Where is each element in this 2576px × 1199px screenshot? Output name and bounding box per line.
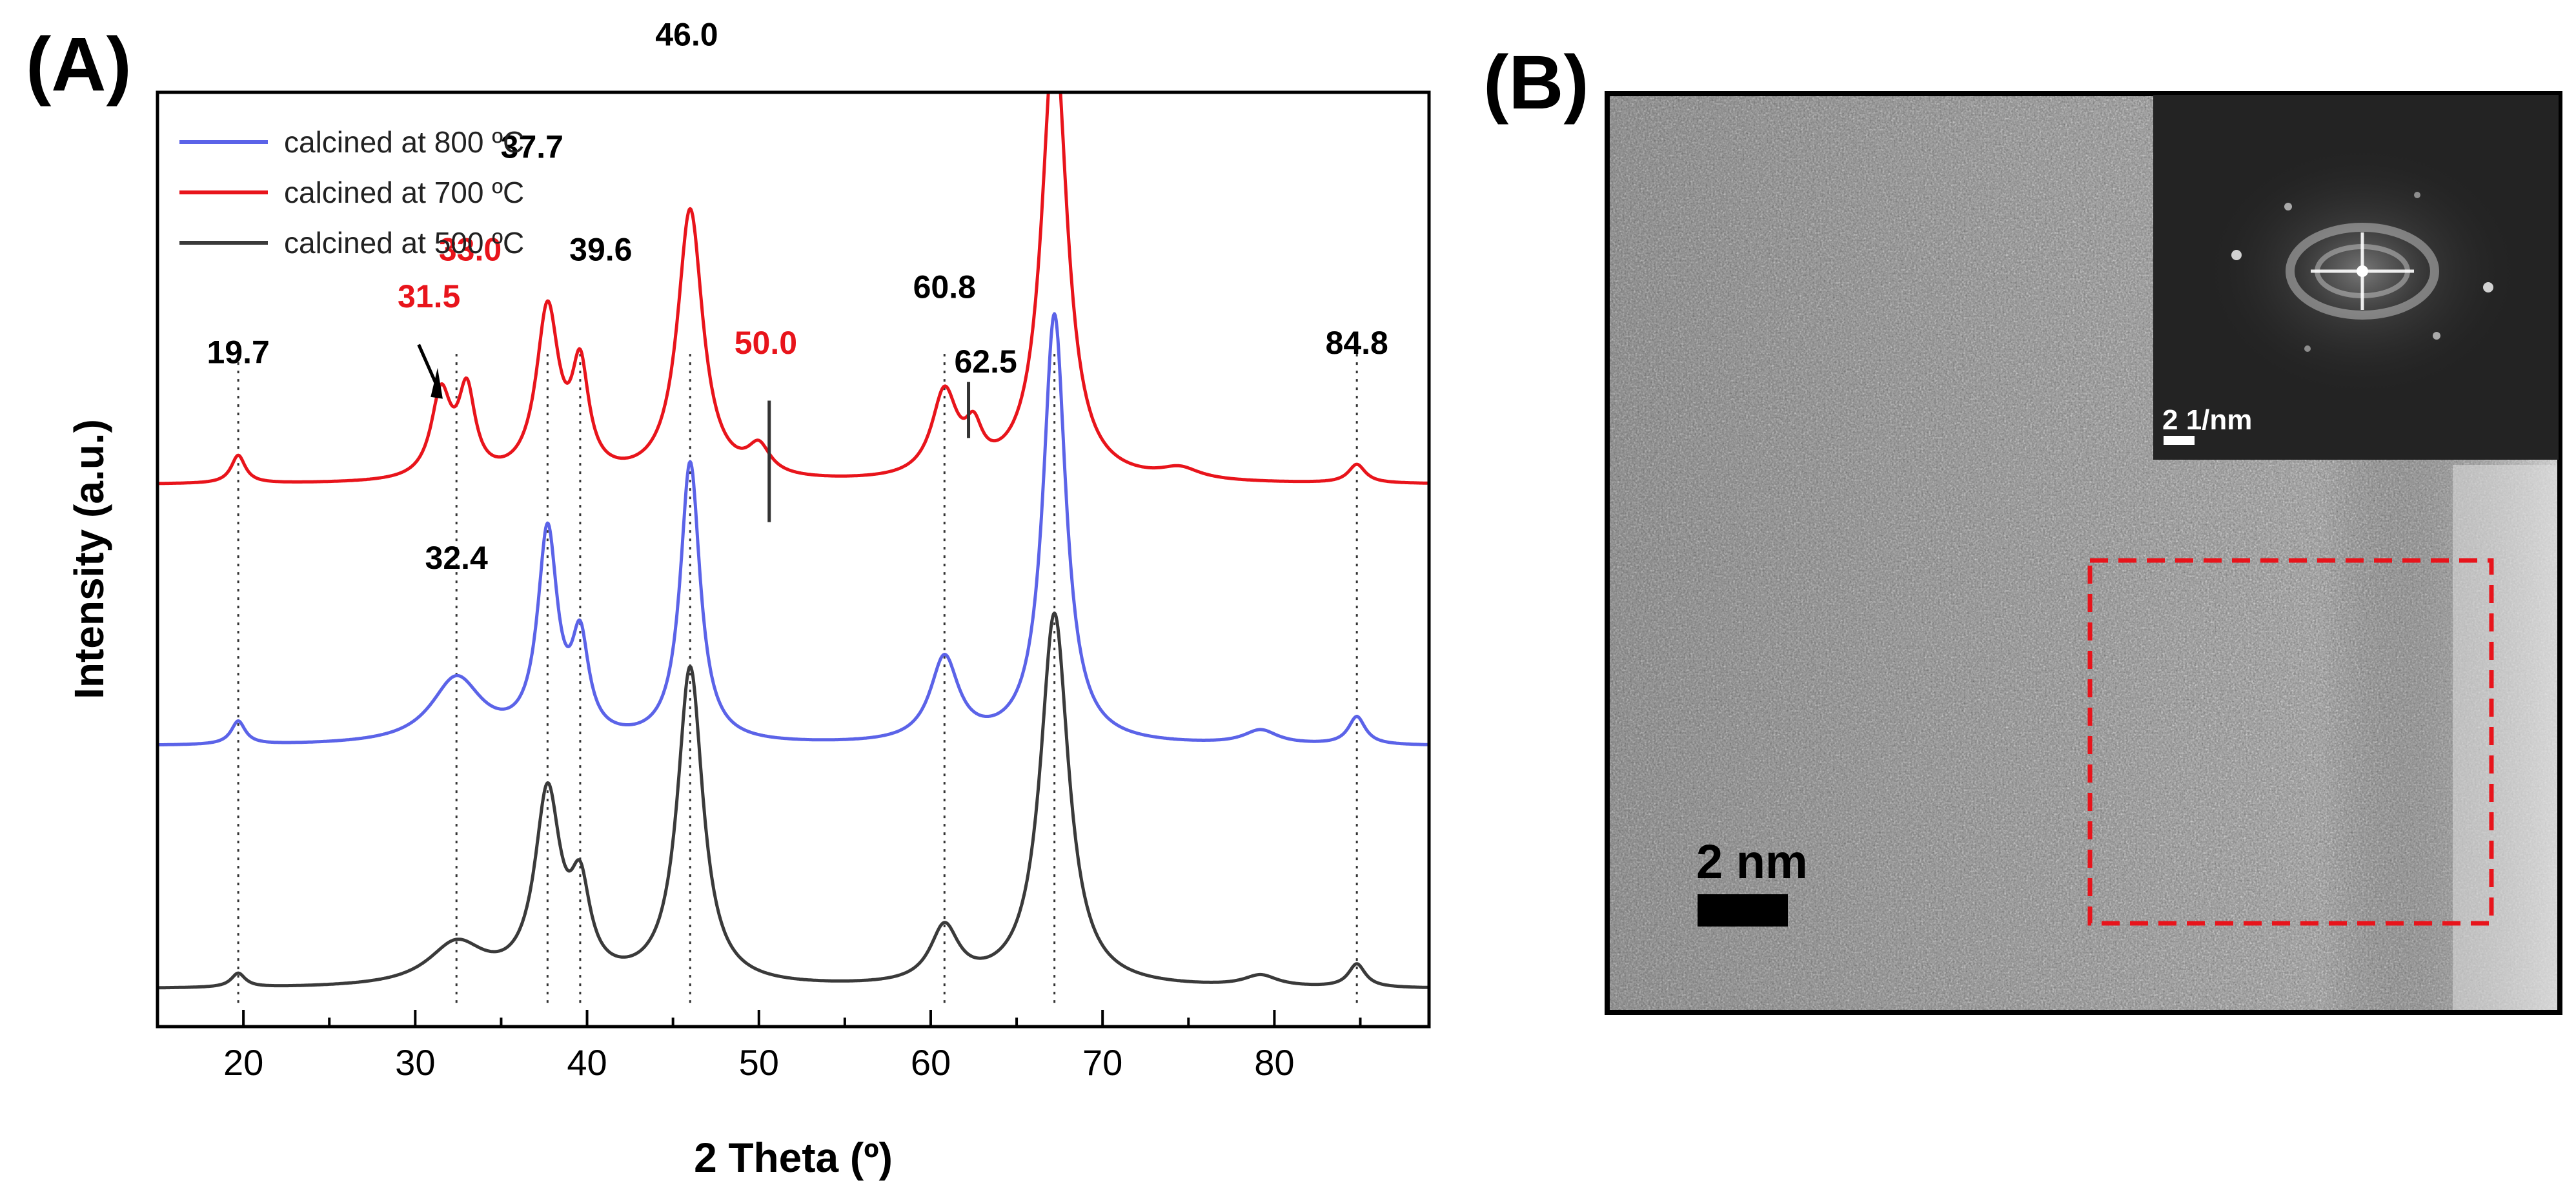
x-tick-label: 50 bbox=[739, 1042, 779, 1083]
peak-label: 62.5 bbox=[954, 343, 1017, 380]
panel-a: (A) 19.7 31.5 33.0 37.7 39.6 46.0 50.0 60.8 62.5… bbox=[26, 17, 1431, 1181]
panel-a-label: (A) bbox=[26, 22, 132, 107]
peak-label: 33.0 bbox=[439, 231, 502, 267]
peak-label: 39.6 bbox=[569, 231, 632, 267]
region-of-interest-box bbox=[2087, 558, 2494, 926]
peak-label: 84.8 bbox=[1326, 325, 1388, 361]
scale-bar-label: 2 nm bbox=[1696, 835, 1808, 888]
panel-b-label: (B) bbox=[1483, 40, 1589, 125]
panel-b: (B) 2 1/nm 2 nm bbox=[1483, 40, 2562, 1015]
marker-layer bbox=[417, 343, 971, 522]
peak-label: 46.0 bbox=[655, 17, 718, 53]
tem-image bbox=[1605, 91, 2562, 1015]
x-tick-label: 70 bbox=[1082, 1042, 1122, 1083]
x-tick-label: 40 bbox=[567, 1042, 607, 1083]
peak-label: 60.8 bbox=[913, 269, 976, 305]
series-line bbox=[157, 312, 1429, 747]
series-line bbox=[157, 92, 1429, 486]
peak-arrowhead bbox=[431, 367, 443, 399]
y-axis-title: Intensity (a.u.) bbox=[66, 419, 112, 699]
peak-labels: 19.731.533.037.739.646.050.060.862.567.2… bbox=[207, 17, 1388, 576]
plot-frame bbox=[156, 90, 1431, 1029]
legend: calcined at 800 ºC calcined at 700 ºC calc… bbox=[179, 125, 524, 260]
x-tick-label: 30 bbox=[395, 1042, 435, 1083]
peak-label: 19.7 bbox=[207, 334, 269, 371]
peak-label: 31.5 bbox=[398, 278, 460, 314]
legend-entry: calcined at 700 ºC bbox=[284, 176, 524, 209]
reference-lines bbox=[237, 354, 1358, 1007]
x-tick-label: 80 bbox=[1254, 1042, 1294, 1083]
series-line bbox=[157, 611, 1429, 990]
peak-label: 50.0 bbox=[735, 325, 797, 361]
x-axis-title: 2 Theta (º) bbox=[694, 1134, 893, 1181]
fft-inset: 2 1/nm bbox=[2153, 95, 2559, 460]
inset-scale-label: 2 1/nm bbox=[2162, 404, 2252, 436]
scale-bar bbox=[1698, 894, 1788, 927]
legend-entry: calcined at 500 ºC bbox=[284, 226, 524, 260]
x-tick-label: 60 bbox=[911, 1042, 951, 1083]
x-axis: 20 30 40 50 60 70 80 bbox=[156, 1010, 1362, 1083]
peak-label: 32.4 bbox=[425, 540, 489, 576]
series-layer bbox=[157, 92, 1429, 990]
x-tick-label: 20 bbox=[223, 1042, 263, 1083]
peak-label: 37.7 bbox=[501, 128, 563, 165]
inset-scale-bar bbox=[2164, 436, 2195, 445]
legend-entry: calcined at 800 ºC bbox=[284, 125, 524, 159]
